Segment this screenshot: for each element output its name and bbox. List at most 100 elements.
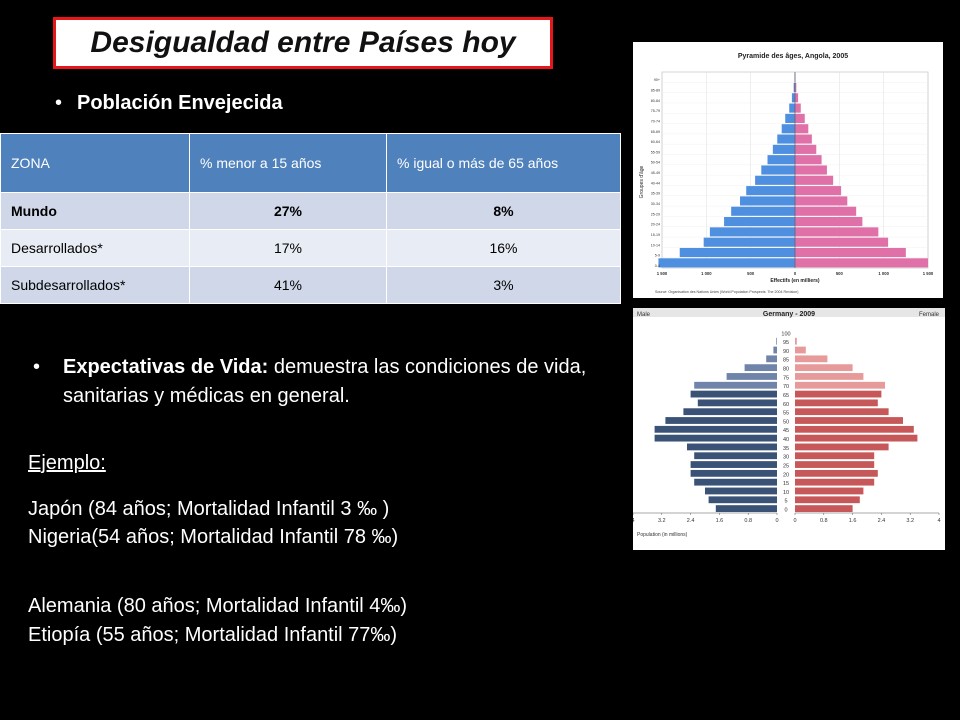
angola-age-label: 50-54 (651, 161, 660, 165)
germany-female-bar (795, 373, 864, 380)
angola-x-tick: 500 (747, 271, 755, 276)
angola-male-bar (703, 237, 795, 247)
germany-female-bar (795, 469, 878, 477)
angola-x-tick: 1 000 (878, 271, 889, 276)
page-title: Desigualdad entre Países hoy (90, 26, 516, 59)
germany-age-label: 50 (783, 419, 789, 425)
angola-title: Pyramide des âges, Angola, 2005 (738, 53, 848, 60)
angola-male-bar (724, 217, 795, 227)
germany-age-label: 10 (783, 490, 789, 496)
table-header-row: ZONA % menor a 15 años % igual o más de … (0, 133, 621, 193)
angola-female-bar (795, 206, 857, 216)
angola-female-bar (795, 93, 799, 103)
germany-male-bar (715, 505, 777, 512)
angola-male-bar (755, 175, 795, 185)
bullet-dot: • (55, 92, 63, 114)
angola-age-label: 5-9 (655, 254, 660, 258)
germany-x-tick: 2.4 (878, 518, 886, 524)
angola-female-bar (795, 165, 827, 175)
angola-male-bar (791, 93, 795, 103)
germany-x-tick: 0.8 (744, 518, 752, 524)
angola-male-bar (731, 206, 795, 216)
germany-male-bar (690, 469, 777, 477)
angola-male-bar (679, 247, 795, 258)
germany-x-tick: 1.6 (849, 518, 857, 524)
germany-x-tick: 4 (633, 518, 635, 524)
germany-female-bar (795, 443, 889, 451)
germany-x-tick: 2.4 (687, 518, 695, 524)
angola-age-label: 45-49 (651, 171, 660, 175)
germany-female-bar (795, 461, 875, 468)
ejemplo-heading: Ejemplo: (28, 452, 106, 474)
germany-age-label: 40 (783, 437, 789, 443)
angola-age-label: 25-29 (651, 212, 660, 216)
angola-female-bar (795, 247, 906, 258)
germany-x-tick: 3.2 (658, 518, 666, 524)
angola-x-tick: 1 500 (923, 271, 934, 276)
table-header-over65: % igual o más de 65 años (386, 133, 621, 193)
germany-female-bar (795, 478, 875, 486)
germany-female-bar (795, 390, 882, 398)
germany-xlabel: Population (in millions) (637, 532, 688, 538)
germany-age-label: 70 (783, 384, 789, 390)
angola-male-bar (785, 113, 795, 123)
angola-female-bar (795, 227, 879, 237)
germany-male-bar (726, 373, 777, 380)
germany-age-label: 100 (781, 331, 790, 337)
table-row: Desarrollados* 17% 16% (0, 229, 621, 267)
germany-age-label: 85 (783, 358, 789, 364)
angola-age-label: 70-74 (651, 119, 660, 123)
germany-x-tick: 3.2 (906, 518, 914, 524)
angola-female-bar (795, 258, 928, 268)
bullet-expectativas-bold: Expectativas de Vida: (63, 356, 269, 378)
germany-female-bar (795, 487, 864, 495)
angola-age-label: 20-24 (651, 223, 660, 227)
germany-age-label: 65 (783, 393, 789, 399)
germany-female-bar (795, 434, 918, 442)
germany-male-bar (694, 478, 777, 486)
table-header-zona: ZONA (0, 133, 190, 193)
germany-female-bar (795, 355, 828, 363)
germany-male-bar (776, 337, 777, 345)
table-header-under15: % menor a 15 años (189, 133, 387, 193)
angola-age-label: 75-79 (651, 109, 660, 113)
angola-age-label: 85-89 (651, 89, 660, 93)
angola-female-bar (795, 124, 809, 134)
angola-age-label: 90+ (654, 78, 660, 82)
angola-male-bar (658, 258, 795, 268)
angola-female-bar (795, 82, 797, 93)
angola-female-bar (795, 144, 817, 154)
angola-age-label: 60-64 (651, 140, 660, 144)
angola-male-bar (772, 144, 795, 154)
angola-age-label: 40-44 (651, 181, 660, 185)
angola-female-bar (795, 134, 812, 144)
angola-female-bar (795, 113, 805, 123)
angola-female-bar (795, 196, 848, 206)
angola-female-bar (795, 155, 822, 165)
angola-female-bar (795, 237, 889, 247)
angola-x-tick: 500 (836, 271, 844, 276)
angola-male-bar (789, 103, 795, 113)
germany-title: Germany - 2009 (763, 311, 815, 318)
germany-x-tick: 0.8 (820, 518, 828, 524)
angola-xlabel: Effectifs (en milliers) (770, 278, 820, 284)
germany-female-bar (795, 408, 889, 416)
germany-age-label: 15 (783, 481, 789, 487)
table-cell: Mundo (0, 192, 190, 230)
table-cell: 17% (189, 229, 387, 267)
table-cell: 8% (386, 192, 621, 230)
angola-x-tick: 0 (794, 271, 797, 276)
germany-age-label: 25 (783, 463, 789, 469)
example-japon: Japón (84 años; Mortalidad Infantil 3 ‰ … (28, 498, 390, 520)
table-row: Mundo 27% 8% (0, 192, 621, 230)
germany-female-bar (795, 452, 875, 460)
angola-age-label: 65-69 (651, 130, 660, 134)
germany-age-label: 75 (783, 375, 789, 381)
angola-x-tick: 1 500 (657, 271, 668, 276)
germany-age-label: 55 (783, 411, 789, 417)
germany-male-bar (665, 417, 777, 424)
population-table: ZONA % menor a 15 años % igual o más de … (0, 133, 621, 304)
germany-x-tick: 0 (775, 518, 778, 524)
germany-age-label: 80 (783, 367, 789, 373)
germany-male-bar (773, 346, 777, 354)
